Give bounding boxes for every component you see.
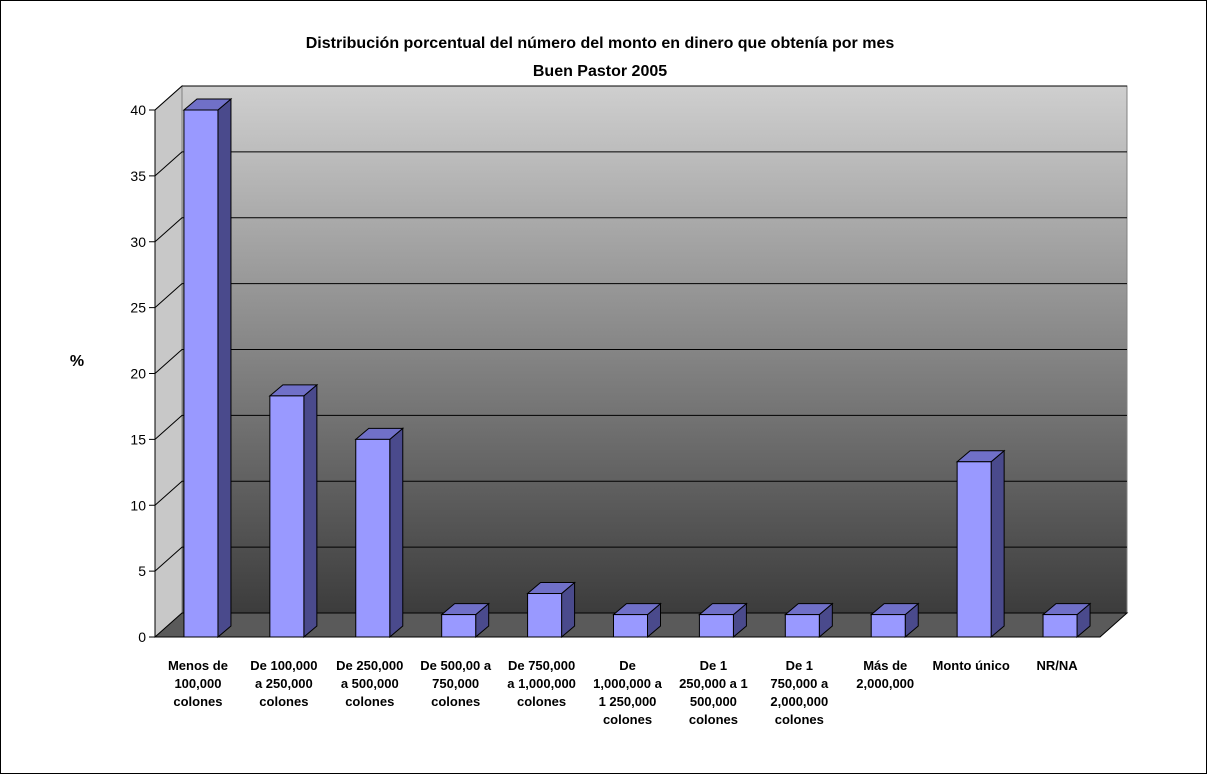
chart-subtitle: Buen Pastor 2005 — [533, 63, 667, 80]
bar-side — [389, 427, 404, 639]
bar — [698, 602, 748, 639]
y-tick-label: 10 — [130, 497, 146, 513]
category-labels: Menos de 100,000 colones De 100,000 a 250,00… — [168, 658, 1078, 727]
bar-front — [441, 614, 477, 638]
category-label: Menos de 100,000 colones — [168, 658, 228, 709]
bar — [440, 602, 491, 639]
category-label: De 100,000 a 250,000 colones — [250, 658, 317, 709]
gridline — [154, 349, 1127, 374]
category-label: De 1 750,000 a 2,000,000 colones — [770, 658, 829, 727]
y-tick-label: 20 — [130, 366, 146, 382]
gridline — [154, 414, 1127, 440]
bar-side — [303, 383, 318, 639]
bar — [526, 581, 576, 639]
gridline — [154, 151, 1127, 177]
gridline — [154, 85, 1127, 111]
category-label: Monto único — [933, 658, 1010, 673]
chart-title: Distribución porcentual del número del m… — [306, 35, 895, 52]
gridline — [154, 546, 1127, 572]
y-tick-label: 40 — [130, 102, 146, 118]
category-label: De 500,00 a 750,000 colones — [420, 658, 492, 709]
gridline — [154, 283, 1127, 308]
category-label: De 1 250,000 a 1 500,000 colones — [679, 658, 748, 727]
bar-front — [355, 438, 391, 638]
bar — [783, 602, 834, 639]
bar — [869, 602, 920, 639]
bar-side — [990, 449, 1005, 639]
bar — [955, 449, 1006, 639]
category-label: NR/NA — [1036, 658, 1078, 673]
bar-front — [956, 461, 992, 638]
category-label: Más de 2,000,000 — [856, 658, 914, 691]
bar-front — [613, 614, 648, 638]
bar — [268, 383, 319, 639]
bars — [182, 97, 1092, 639]
bar — [1041, 602, 1092, 639]
bar-front — [183, 109, 219, 638]
bar-front — [527, 593, 563, 638]
bar-front — [269, 395, 305, 638]
category-label: De 250,000 a 500,000 colones — [336, 658, 403, 709]
y-tick-label: 15 — [130, 431, 146, 447]
bar-side — [217, 97, 232, 639]
bar-front — [870, 614, 906, 638]
y-tick-label: 25 — [130, 300, 146, 316]
y-tick-label: 5 — [138, 563, 146, 579]
category-label: De 750,000 a 1,000,000 colones — [507, 658, 576, 709]
gridline — [154, 480, 1127, 506]
bar — [612, 602, 662, 639]
y-axis-label: % — [70, 353, 84, 370]
y-tick-label: 0 — [138, 629, 146, 645]
bar-front — [784, 614, 820, 638]
bar-front — [698, 614, 734, 638]
y-tick-label: 35 — [130, 168, 146, 184]
gridlines — [154, 85, 1127, 572]
bar-front — [1042, 614, 1078, 638]
gridline — [154, 217, 1127, 243]
bar — [354, 427, 405, 639]
y-tick-label: 30 — [130, 234, 146, 250]
bar — [182, 97, 233, 639]
